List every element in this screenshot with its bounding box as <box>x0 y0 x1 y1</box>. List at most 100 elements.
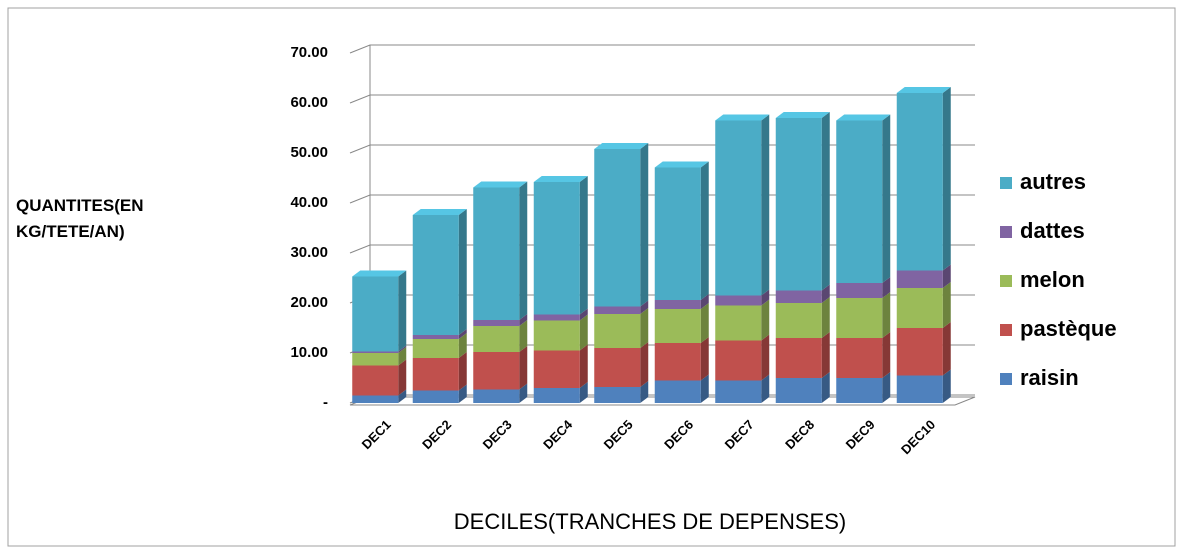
y-tick-label: 30.00 <box>290 244 328 261</box>
bar-side <box>761 299 770 341</box>
bar-segment <box>836 120 883 283</box>
bar-top <box>533 176 588 182</box>
bar-segment <box>412 339 459 358</box>
x-axis-label: DECILES(TRANCHES DE DEPENSES) <box>454 509 846 534</box>
bar-segment <box>594 314 641 348</box>
bar-side <box>942 264 951 288</box>
bar-side <box>700 294 709 309</box>
bar-segment <box>654 309 701 343</box>
bar-segment <box>533 314 580 321</box>
bar-segment <box>412 215 459 335</box>
bar-side <box>821 297 830 338</box>
chart-border <box>7 7 1176 547</box>
bar-side <box>458 209 467 335</box>
y-axis-label: QUANTITES(EN KG/TETE/AN) <box>16 196 144 241</box>
bar-segment <box>715 120 762 296</box>
x-tick-label: DEC9 <box>843 417 878 452</box>
bar-side <box>640 308 649 348</box>
bar-segment <box>412 390 459 403</box>
legend-swatch <box>1000 324 1012 336</box>
legend-label: raisin <box>1020 365 1079 390</box>
bar-segment <box>896 93 943 271</box>
y-tick-label: 60.00 <box>290 94 328 111</box>
bar-top <box>775 112 830 118</box>
bar-segment <box>715 380 762 403</box>
grid-line <box>349 44 975 54</box>
bar-side <box>942 87 951 271</box>
bar-segment <box>775 338 822 378</box>
bar-side <box>519 314 528 326</box>
bar-segment <box>896 375 943 403</box>
bar-segment <box>836 298 883 338</box>
bar-segment <box>412 358 459 391</box>
bar-side <box>700 303 709 343</box>
legend-label: dattes <box>1020 218 1085 243</box>
bar-side <box>700 374 709 403</box>
bar-side <box>519 346 528 390</box>
y-tick-label: 20.00 <box>290 294 328 311</box>
bar-side <box>640 143 649 307</box>
bar-side <box>579 314 588 351</box>
legend-label: melon <box>1020 267 1085 292</box>
legend-label: autres <box>1020 169 1086 194</box>
x-tick-label: DEC7 <box>722 417 757 452</box>
bar-segment <box>352 353 399 366</box>
bar-segment <box>594 306 641 314</box>
bar-side <box>700 161 709 300</box>
bar-side <box>398 359 407 396</box>
bar-side <box>458 329 467 339</box>
bar-side <box>579 344 588 388</box>
bar-segment <box>836 378 883 403</box>
grid-line <box>349 244 975 254</box>
bar-segment <box>594 348 641 387</box>
bar-side <box>458 333 467 358</box>
grid-line <box>349 194 975 204</box>
bar-top <box>473 181 528 188</box>
bar-top <box>412 209 467 215</box>
bar-top <box>594 143 649 149</box>
x-tick-label: DEC6 <box>661 417 696 452</box>
bar-side <box>458 384 467 403</box>
bar-segment <box>775 118 822 291</box>
x-tick-label: DEC2 <box>419 417 454 452</box>
bar-side <box>761 334 770 381</box>
bar-side <box>942 322 951 376</box>
grid-line <box>349 144 975 154</box>
bar-segment <box>594 149 641 307</box>
bar-side <box>640 342 649 387</box>
bar-segment <box>352 351 399 353</box>
bar-segment <box>473 326 520 352</box>
bar-side <box>700 337 709 381</box>
bar-side <box>882 292 891 338</box>
bar-segment <box>715 340 762 381</box>
bar-segment <box>473 320 520 326</box>
bar-side <box>519 181 528 320</box>
bar-side <box>579 382 588 403</box>
legend-swatch <box>1000 275 1012 287</box>
bar-side <box>821 372 830 403</box>
legend-label: pastèque <box>1020 316 1117 341</box>
bar-side <box>821 284 830 303</box>
bar-segment <box>654 343 701 381</box>
bar-side <box>761 289 770 306</box>
bar-segment <box>775 303 822 338</box>
bar-segment <box>533 320 580 351</box>
bar-side <box>398 345 407 353</box>
bar-side <box>579 176 588 315</box>
y-tick-label: 50.00 <box>290 144 328 161</box>
y-tick-label: 10.00 <box>290 344 328 361</box>
bar-segment <box>896 270 943 288</box>
bar-top <box>836 114 891 121</box>
bar-segment <box>896 288 943 328</box>
x-tick-label: DEC8 <box>782 417 817 452</box>
bar-segment <box>836 338 883 378</box>
bar-segment <box>533 388 580 403</box>
bar-segment <box>654 167 701 300</box>
bar-segment <box>594 387 641 403</box>
x-tick-label: DEC3 <box>480 417 515 452</box>
bar-side <box>882 114 891 283</box>
legend-swatch <box>1000 177 1012 189</box>
bar-top <box>352 270 407 277</box>
bar-side <box>942 369 951 403</box>
bar-side <box>882 277 891 298</box>
